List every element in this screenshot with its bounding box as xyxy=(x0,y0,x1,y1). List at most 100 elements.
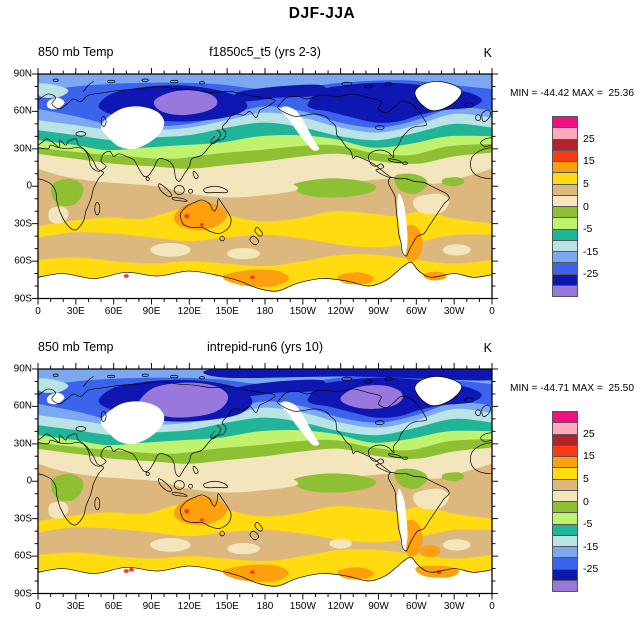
lat-tick-label: 90N xyxy=(13,68,32,80)
colorbar-box-lavender xyxy=(553,285,577,296)
lon-tick-label: 90E xyxy=(142,601,161,612)
lon-tick-label: 0 xyxy=(35,306,41,317)
panel-2-colorbar xyxy=(552,411,578,592)
colorbar-box-cream xyxy=(553,195,577,207)
lat-tick-label: 60N xyxy=(13,400,32,412)
panel-2-map xyxy=(37,368,493,595)
lon-tick-label: 30E xyxy=(66,601,85,612)
panel-2-lon-axis: 0 30E 60E 90E 120E 150E 180 150W 120W 90W 60W 30W 0 xyxy=(35,601,495,613)
lon-tick-label: 60E xyxy=(104,601,123,612)
lon-tick-label: 30E xyxy=(66,306,85,317)
lat-tick-label: 30N xyxy=(13,143,32,155)
colorbar-box-cornflower xyxy=(553,547,577,559)
panel-2-minmax: MIN = -44.71 MAX = 25.50 xyxy=(509,383,634,394)
colorbar-box-pink xyxy=(553,423,577,435)
colorbar-box-tan xyxy=(553,184,577,196)
colorbar-level-label: 15 xyxy=(583,155,595,168)
colorbar-box-orangered xyxy=(553,445,577,457)
panel-1-axis-ticks xyxy=(32,68,498,305)
panel-2-run-label: intrepid-run6 (yrs 10) xyxy=(206,340,323,354)
lat-tick-label: 0 xyxy=(26,475,32,487)
lon-tick-label: 120W xyxy=(327,306,354,317)
colorbar-box-cream xyxy=(553,490,577,502)
lat-tick-label: 90S xyxy=(14,293,32,304)
panel-1: 850 mb Temp f1850c5_t5 (yrs 2-3) K 90N 60… xyxy=(0,45,634,317)
lon-tick-label: 60W xyxy=(406,306,427,317)
colorbar-box-teal xyxy=(553,229,577,241)
lat-tick-label: 60N xyxy=(13,105,32,117)
colorbar-box-lightgreen xyxy=(553,218,577,230)
colorbar-level-label: -15 xyxy=(583,245,599,258)
colorbar-box-royal xyxy=(553,263,577,275)
lon-tick-label: 120E xyxy=(177,601,202,612)
panel-2-lat-axis: 90N 60N 30N 0 30S 60S 90S xyxy=(0,364,32,600)
lon-tick-label: 60E xyxy=(104,306,123,317)
colorbar-box-darkred xyxy=(553,139,577,151)
lat-tick-label: 60S xyxy=(14,255,32,267)
colorbar-box-yellow xyxy=(553,468,577,480)
lat-tick-label: 30S xyxy=(14,513,32,525)
colorbar-level-label: 25 xyxy=(583,132,595,145)
panel-1-lat-axis: 90N 60N 30N 0 30S 60S 90S xyxy=(0,69,32,305)
lon-tick-label: 180 xyxy=(256,601,274,612)
colorbar-box-pink xyxy=(553,128,577,140)
colorbar-level-label: 0 xyxy=(583,495,589,508)
panel-1-variable-label: 850 mb Temp xyxy=(38,45,114,59)
colorbar-box-navy xyxy=(553,569,577,581)
colorbar-box-royal xyxy=(553,558,577,570)
colorbar-box-navy xyxy=(553,274,577,286)
lon-tick-label: 90E xyxy=(142,306,161,317)
masked-regions-2 xyxy=(46,376,462,552)
colorbar-level-label: 15 xyxy=(583,450,595,463)
lon-tick-label: 150W xyxy=(289,601,316,612)
lon-tick-label: 120W xyxy=(327,601,354,612)
colorbar-level-label: -25 xyxy=(583,268,599,281)
contour-map-1 xyxy=(37,73,493,300)
panel-2-variable-label: 850 mb Temp xyxy=(38,340,114,354)
colorbar-level-label: -15 xyxy=(583,540,599,553)
contour-map-2 xyxy=(37,368,493,595)
lon-tick-label: 0 xyxy=(489,306,495,317)
colorbar-level-label: 5 xyxy=(583,472,589,485)
colorbar-box-olive xyxy=(553,207,577,219)
lon-tick-label: 0 xyxy=(489,601,495,612)
lat-tick-label: 90S xyxy=(14,588,32,599)
colorbar-level-label: 0 xyxy=(583,200,589,213)
temperature-field-1 xyxy=(38,74,492,299)
lon-tick-label: 0 xyxy=(35,601,41,612)
lon-tick-label: 30W xyxy=(443,306,465,317)
colorbar-box-orange xyxy=(553,457,577,469)
figure-title: DJF-JJA xyxy=(288,5,356,22)
lat-tick-label: 30N xyxy=(13,438,32,450)
panel-2-colorbar-labels: 25 15 5 0 -5 -15 -25 xyxy=(583,411,623,592)
colorbar-box-lavender xyxy=(553,580,577,591)
colorbar-box-yellow xyxy=(553,173,577,185)
colorbar-box-lightgreen xyxy=(553,513,577,525)
colorbar-box-olive xyxy=(553,502,577,514)
lat-tick-label: 60S xyxy=(14,550,32,562)
lon-tick-label: 30W xyxy=(443,601,465,612)
panel-1-unit-label: K xyxy=(483,46,492,60)
colorbar-level-label: -5 xyxy=(583,223,593,236)
lon-tick-label: 150E xyxy=(215,601,239,612)
coastlines-2 xyxy=(38,373,492,587)
lon-tick-label: 60W xyxy=(406,601,427,612)
colorbar-level-label: -5 xyxy=(583,518,593,531)
map-frame-2 xyxy=(37,368,493,595)
colorbar-box-palecyan xyxy=(553,240,577,252)
colorbar-box-orange xyxy=(553,162,577,174)
lon-tick-label: 150E xyxy=(215,306,239,317)
coastlines-1 xyxy=(38,78,492,292)
colorbar-box-tan xyxy=(553,479,577,491)
lon-tick-label: 150W xyxy=(289,306,316,317)
map-frame-1 xyxy=(37,73,493,300)
colorbar-box-palecyan xyxy=(553,535,577,547)
colorbar-box-orangered xyxy=(553,150,577,162)
colorbar-box-magenta xyxy=(553,117,577,129)
colorbar-level-label: -25 xyxy=(583,563,599,576)
colorbar-level-label: 25 xyxy=(583,427,595,440)
lat-tick-label: 0 xyxy=(26,180,32,192)
panel-1-minmax: MIN = -44.42 MAX = 25.36 xyxy=(509,88,634,99)
lon-tick-label: 120E xyxy=(177,306,202,317)
